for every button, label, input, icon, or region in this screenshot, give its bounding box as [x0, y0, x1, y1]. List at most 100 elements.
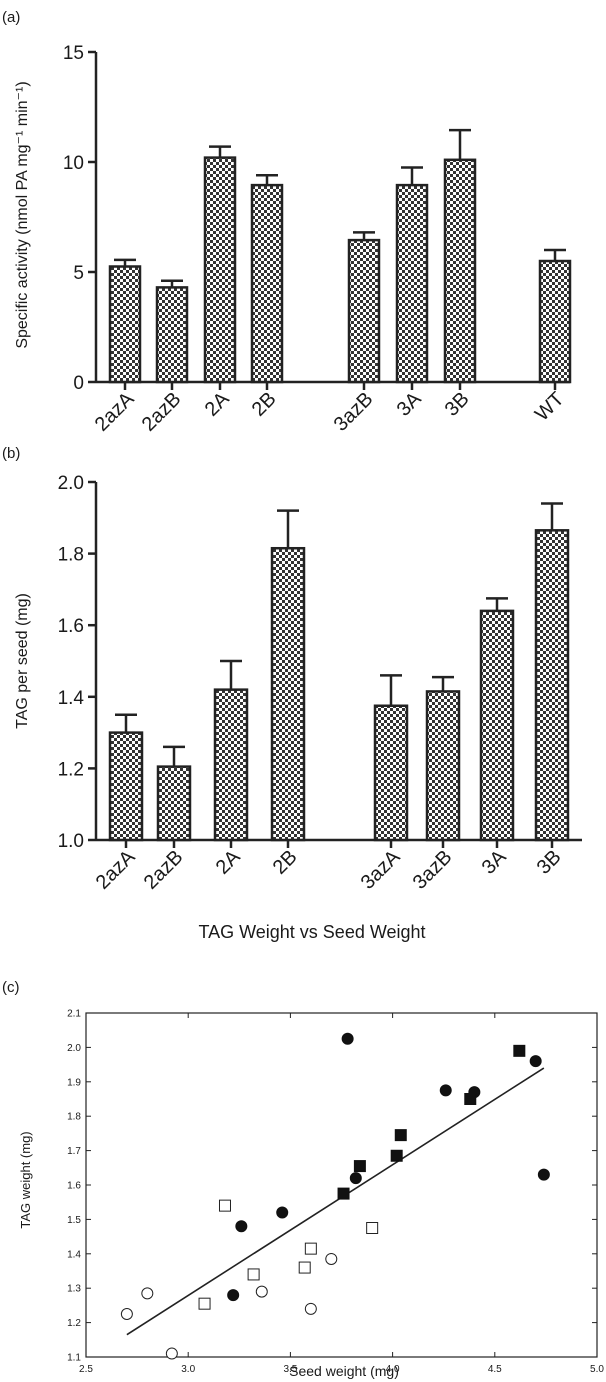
open-square-point: [304, 1242, 317, 1255]
filled-square-point: [390, 1149, 403, 1162]
a-x-tick-label: 3A: [393, 388, 426, 421]
panel-a-y-axis-label: Specific activity (nmol PA mg⁻¹ min⁻¹): [14, 81, 31, 348]
panel-c-y-tick-label: 1.4: [67, 1249, 81, 1260]
panel-c-x-tick-label: 4.5: [488, 1364, 502, 1375]
open-circle-point: [255, 1285, 268, 1298]
filled-circle-point: [227, 1289, 240, 1302]
a-y-tick-label: 0: [73, 373, 84, 394]
a-y-tick-label: 10: [63, 153, 84, 174]
a-bar: [538, 259, 572, 384]
b-bar: [270, 546, 306, 842]
regression-line: [126, 1067, 545, 1336]
a-x-tick-label: 3B: [441, 388, 474, 421]
panel-b-label: (b): [2, 445, 20, 462]
open-square-point: [218, 1199, 231, 1212]
a-y-tick-label: 15: [63, 43, 84, 64]
b-bar: [156, 765, 192, 842]
panel-c-ticks: 2.5 3.0 3.5 4.0 4.5 5.0 1.1 1.2 1.3 1.4 1.5 1.6 1.7 1…: [67, 1009, 604, 1376]
open-circle-point: [141, 1287, 154, 1300]
panel-c-points: [120, 1032, 550, 1360]
b-bar: [108, 731, 144, 842]
filled-circle-point: [537, 1168, 550, 1181]
b-x-tick-label: 2B: [269, 846, 302, 879]
b-bar: [373, 704, 409, 842]
a-x-tick-label: 2azA: [91, 388, 139, 436]
filled-circle-point: [349, 1172, 362, 1185]
filled-circle-point: [341, 1032, 354, 1045]
panel-c-x-tick-label: 3.5: [283, 1364, 297, 1375]
filled-circle-point: [439, 1084, 452, 1097]
panel-b-y-axis-label: TAG per seed (mg): [14, 593, 31, 729]
a-bar: [203, 156, 237, 384]
panel-c-frame: [85, 1012, 598, 1358]
open-square-point: [247, 1268, 260, 1281]
open-circle-point: [165, 1347, 178, 1360]
filled-circle-point: [235, 1220, 248, 1233]
open-square-point: [198, 1297, 211, 1310]
b-x-tick-label: 2azA: [92, 846, 140, 894]
panel-c-fit-line: [126, 1067, 545, 1336]
a-bar: [347, 238, 381, 384]
a-x-tick-label: WT: [531, 388, 569, 426]
b-y-tick-label: 1.6: [58, 616, 84, 637]
b-x-tick-label: 3azB: [409, 846, 457, 894]
b-bar: [425, 690, 461, 842]
panel-c-y-tick-label: 1.6: [67, 1181, 81, 1192]
a-bar: [155, 286, 189, 384]
open-square-point: [298, 1261, 311, 1274]
b-bar: [479, 609, 515, 842]
panel-c-x-tick-label: 5.0: [590, 1364, 604, 1375]
panel-c-x-axis-label: Seed weight (mg): [289, 1363, 399, 1379]
panel-c-y-tick-label: 1.1: [67, 1353, 81, 1364]
panel-c-label: (c): [2, 979, 20, 996]
panel-b-bars: [108, 502, 570, 842]
panel-c: TAG Weight vs Seed Weight (c) TAG weight…: [2, 922, 604, 1379]
a-y-tick-label: 5: [73, 263, 84, 284]
panel-b: (b) TAG per seed (mg) 1.0 1.2 1.4 1.6 1.8 2.0…: [2, 445, 582, 894]
filled-square-point: [513, 1044, 526, 1057]
b-x-tick-label: 2A: [212, 846, 245, 879]
b-x-tick-label: 3A: [478, 846, 511, 879]
b-y-tick-label: 2.0: [58, 473, 84, 494]
panel-a-bars: [108, 128, 572, 384]
open-circle-point: [304, 1302, 317, 1315]
b-y-tick-label: 1.4: [58, 688, 85, 709]
panel-c-y-tick-label: 1.7: [67, 1146, 81, 1157]
b-x-tick-label: 3azA: [357, 846, 405, 894]
panel-c-y-tick-label: 1.8: [67, 1112, 81, 1123]
b-bar: [534, 529, 570, 842]
b-y-tick-label: 1.0: [58, 831, 84, 852]
panel-c-y-tick-label: 2.0: [67, 1043, 81, 1054]
panel-c-y-tick-label: 1.3: [67, 1284, 81, 1295]
panel-c-y-tick-label: 1.9: [67, 1077, 81, 1088]
open-circle-point: [120, 1308, 133, 1320]
panel-c-y-axis-label: TAG weight (mg): [18, 1131, 33, 1228]
filled-square-point: [464, 1093, 477, 1105]
filled-square-point: [337, 1187, 350, 1200]
a-x-tick-label: 2B: [248, 388, 281, 421]
a-x-tick-label: 2azB: [138, 388, 186, 436]
b-x-tick-label: 2azB: [140, 846, 188, 894]
filled-circle-point: [529, 1055, 542, 1068]
filled-square-point: [353, 1160, 366, 1173]
a-x-tick-label: 3azB: [330, 388, 378, 436]
filled-circle-point: [276, 1206, 289, 1219]
panel-a: (a) Specific activity (nmol PA mg⁻¹ min⁻…: [2, 9, 572, 436]
filled-square-point: [394, 1129, 407, 1142]
a-x-tick-label: 2A: [201, 388, 234, 421]
a-bar: [395, 183, 429, 384]
panel-c-y-tick-label: 2.1: [67, 1009, 81, 1020]
b-x-tick-label: 3B: [533, 846, 566, 879]
b-y-tick-label: 1.8: [58, 545, 84, 566]
panel-a-label: (a): [2, 9, 20, 26]
panel-c-y-tick-label: 1.5: [67, 1215, 81, 1226]
open-square-point: [366, 1222, 379, 1234]
panel-c-y-tick-label: 1.2: [67, 1318, 81, 1329]
b-bar: [213, 688, 249, 842]
panel-c-x-tick-label: 4.0: [386, 1364, 400, 1375]
panel-c-x-tick-label: 3.0: [181, 1364, 195, 1375]
a-bar: [108, 265, 142, 384]
a-bar: [443, 158, 477, 384]
panel-c-title: TAG Weight vs Seed Weight: [198, 922, 425, 942]
